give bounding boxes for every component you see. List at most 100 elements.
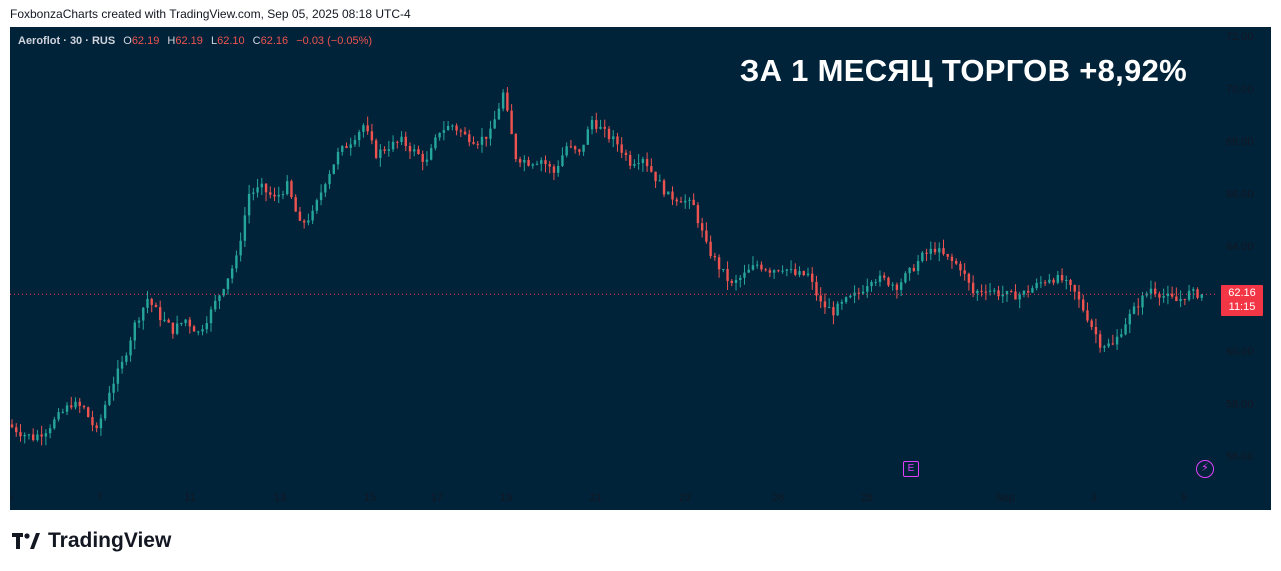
candle-body (1132, 306, 1136, 314)
y-tick-label: 66.00 (1226, 189, 1254, 201)
y-tick-label: 64.00 (1226, 241, 1254, 253)
candle-body (832, 307, 835, 316)
candle-body (23, 434, 26, 437)
candle-body (387, 149, 391, 151)
candle-body (595, 120, 598, 129)
candle-body (722, 268, 725, 270)
y-tick-label: 60.00 (1226, 346, 1254, 358)
low-value: 62.10 (217, 35, 245, 47)
candle-body (954, 261, 958, 264)
plot-background (10, 27, 1217, 482)
candle-body (929, 248, 932, 254)
candle-body (154, 304, 158, 308)
candle-body (942, 248, 945, 254)
candle-body (429, 148, 433, 160)
y-tick-label: 68.00 (1226, 136, 1254, 148)
candle-body (281, 194, 285, 196)
candle-body (57, 412, 60, 420)
candle-body (552, 166, 556, 173)
candle-body (1137, 306, 1140, 308)
tradingview-logo[interactable]: TradingView (12, 529, 171, 553)
candle-body (374, 140, 378, 158)
candle-body (366, 125, 369, 132)
candle-body (641, 159, 645, 164)
candle-body (789, 269, 793, 271)
candle-body (302, 220, 306, 223)
candle-body (717, 257, 721, 270)
candle-body (662, 180, 666, 195)
candle-body (273, 194, 276, 197)
candle-body (967, 273, 971, 283)
candle-body (696, 205, 700, 224)
candle-body (74, 401, 77, 408)
candle-body (36, 434, 39, 441)
candle-body (760, 264, 763, 270)
candle-body (1183, 298, 1187, 300)
change-value: −0.03 (−0.05%) (296, 35, 373, 47)
candle-body (971, 282, 975, 294)
candle-body (1069, 280, 1072, 286)
candle-body (1170, 293, 1174, 297)
candle-body (514, 134, 518, 160)
candle-body (1082, 299, 1085, 311)
candle-body (561, 155, 564, 166)
low-label: L (210, 35, 218, 47)
candle-body (103, 404, 107, 419)
candle-body (840, 301, 844, 304)
candle-body (501, 92, 505, 109)
candle-body (328, 173, 331, 185)
earnings-marker[interactable]: E (903, 461, 919, 477)
candle-body (883, 275, 886, 278)
lightning-icon[interactable]: ⚡︎ (1196, 460, 1214, 478)
candle-body (286, 181, 289, 195)
candle-body (904, 273, 907, 283)
candle-body (396, 141, 399, 143)
candle-body (556, 165, 560, 173)
candle-body (150, 298, 153, 305)
candle-body (548, 164, 551, 167)
candle-body (599, 126, 602, 129)
price-axis-background (1217, 27, 1271, 510)
candle-body (751, 265, 755, 270)
candle-body (870, 282, 873, 287)
close-value: 62.16 (260, 35, 289, 47)
candle-body (624, 152, 628, 156)
candle-body (476, 143, 479, 145)
bar-countdown: 11:15 (1228, 301, 1256, 313)
candle-body (252, 192, 255, 194)
candle-body (925, 252, 928, 254)
candle-body (463, 131, 467, 135)
candle-body (857, 292, 861, 294)
candle-body (1039, 282, 1043, 284)
candle-body (1035, 282, 1038, 289)
symbol-name[interactable]: Aeroflot · 30 · RUS (18, 35, 116, 47)
candle-body (950, 256, 954, 262)
candle-body (353, 140, 357, 145)
candle-body (158, 307, 162, 321)
candle-body (1187, 290, 1191, 300)
candle-body (993, 290, 996, 292)
x-tick-label: 3 (1091, 492, 1097, 504)
candle-body (1073, 285, 1076, 292)
last-price-badge: 62.16 11:15 (1221, 285, 1263, 316)
x-tick-label: 17 (431, 492, 443, 504)
candle-body (239, 240, 242, 256)
candle-body (569, 146, 573, 148)
candle-body (78, 401, 81, 407)
chart-area[interactable]: 56.0058.0060.0062.0064.0066.0068.0070.00… (10, 27, 1271, 510)
candle-body (192, 326, 196, 332)
candle-body (413, 149, 416, 152)
candle-body (214, 300, 217, 310)
candle-body (590, 120, 594, 130)
candle-body (379, 149, 382, 158)
candle-body (1192, 289, 1195, 291)
chart-credit: FoxbonzaCharts created with TradingView.… (10, 7, 411, 21)
candle-body (417, 149, 420, 154)
candle-body (70, 405, 73, 408)
candle-body (446, 125, 450, 131)
candlestick-chart[interactable]: 56.0058.0060.0062.0064.0066.0068.0070.00… (10, 27, 1271, 510)
x-tick-label: 28 (861, 492, 873, 504)
x-tick-label: Sep (995, 492, 1015, 504)
candle-body (137, 320, 141, 323)
candle-body (586, 129, 590, 145)
